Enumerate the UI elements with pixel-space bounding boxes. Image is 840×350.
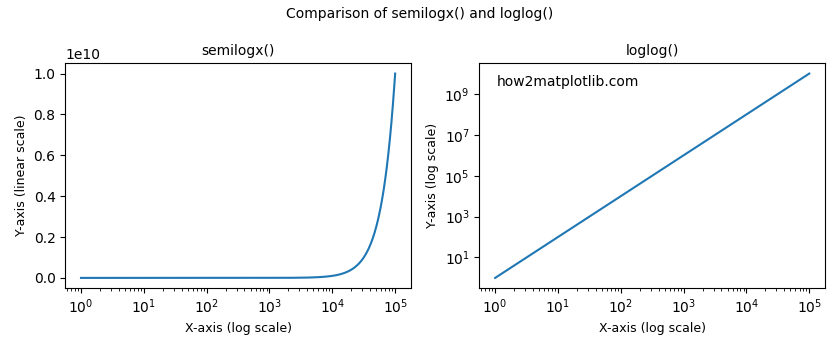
Y-axis label: Y-axis (linear scale): Y-axis (linear scale) (15, 115, 28, 237)
Title: semilogx(): semilogx() (202, 44, 275, 58)
Text: Comparison of semilogx() and loglog(): Comparison of semilogx() and loglog() (286, 7, 554, 21)
Y-axis label: Y-axis (log scale): Y-axis (log scale) (426, 123, 438, 228)
X-axis label: X-axis (log scale): X-axis (log scale) (599, 322, 706, 335)
Title: loglog(): loglog() (626, 44, 679, 58)
Text: how2matplotlib.com: how2matplotlib.com (496, 75, 639, 89)
X-axis label: X-axis (log scale): X-axis (log scale) (185, 322, 291, 335)
